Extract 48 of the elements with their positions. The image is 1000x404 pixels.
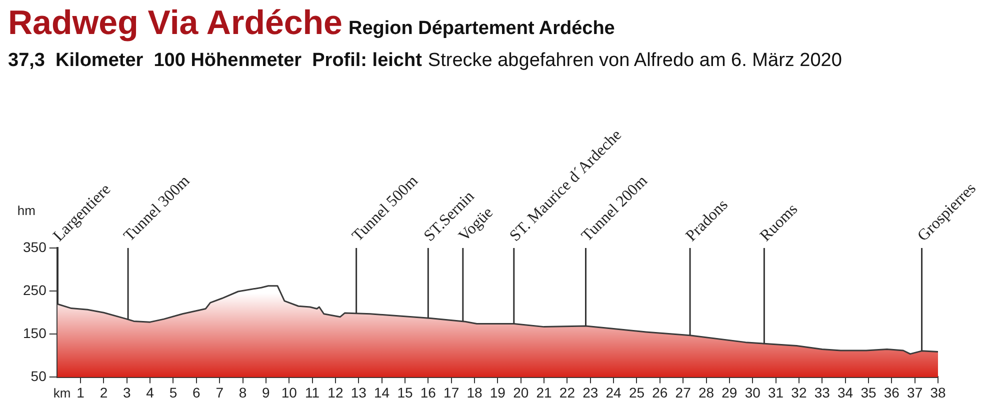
x-tick-label: 36 [884,384,900,400]
x-tick-label: 20 [513,384,529,400]
x-tick-label: 33 [814,384,830,400]
x-tick-label: 22 [559,384,576,400]
x-tick-label: 16 [420,384,436,400]
x-tick-label: 7 [216,384,224,400]
x-tick-label: 10 [281,384,298,400]
x-tick-label: 31 [768,384,784,400]
x-tick-label: 1 [76,384,85,400]
x-tick-label: 15 [397,384,413,400]
x-tick-label: 32 [791,384,807,400]
x-tick-label: 3 [122,384,131,400]
text: 37,3 Kilometer 100 Höhenmeter Profil: leicht [8,50,422,71]
x-axis-title: km [53,385,71,400]
x-tick-label: 6 [192,384,201,400]
chart-subtitle: Region Département Ardéche [348,18,615,39]
x-tick-label: 12 [328,384,344,400]
x-tick-label: 19 [490,384,506,400]
x-tick-label: 21 [536,384,552,400]
x-tick-label: 30 [744,384,761,400]
x-tick-label: 13 [350,384,367,400]
x-tick-label: 4 [146,384,154,400]
text: Strecke abgefahren von Alfredo am 6. März 2020 [428,50,842,71]
x-tick-label: 37 [907,384,923,400]
x-tick-label: 5 [169,384,178,400]
y-tick-label: 250 [23,282,47,298]
x-tick-label: 11 [305,384,320,400]
x-tick-label: 23 [582,384,598,400]
x-tick-label: 24 [606,384,622,400]
x-tick-label: 14 [374,384,390,400]
x-tick-label: 29 [722,384,738,400]
x-tick-label: 34 [838,384,854,400]
x-tick-label: 25 [628,384,645,400]
x-tick-label: 18 [466,384,482,400]
x-tick-label: 26 [652,384,668,400]
x-tick-label: 35 [860,384,876,400]
y-tick-label: 150 [23,324,47,341]
x-tick-label: 38 [930,384,946,400]
y-tick-label: 50 [30,368,47,384]
x-tick-label: 28 [698,384,714,400]
x-tick-label: 2 [100,384,108,400]
x-tick-label: 27 [675,384,692,400]
x-tick-label: 9 [262,384,270,400]
y-tick-label: 350 [23,238,47,255]
chart-title: Radweg Via Ardéche [8,4,342,42]
x-tick-label: 17 [444,384,460,400]
y-axis-title: hm [17,203,36,218]
x-tick-label: 8 [238,384,247,400]
